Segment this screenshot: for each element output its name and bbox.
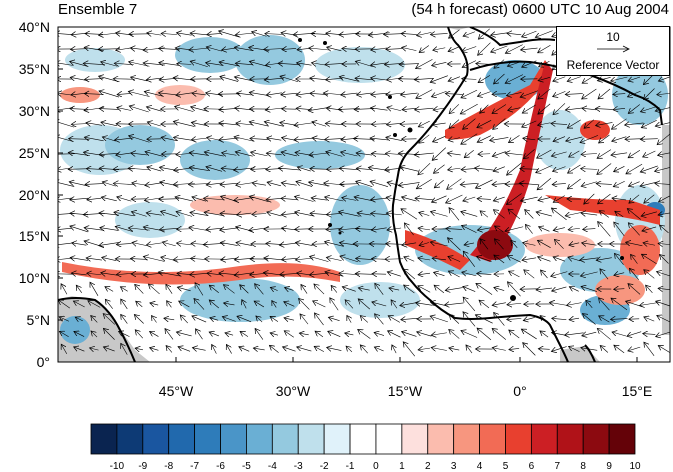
lat-label: 20°N bbox=[0, 187, 50, 203]
colorbar-swatch bbox=[117, 424, 143, 454]
lat-label: 0° bbox=[0, 354, 50, 370]
lon-label: 15°W bbox=[375, 383, 435, 399]
colorbar-swatch bbox=[169, 424, 195, 454]
colorbar-tick-label: 10 bbox=[620, 461, 650, 472]
lon-label: 30°W bbox=[263, 383, 323, 399]
colorbar-swatch bbox=[221, 424, 247, 454]
colorbar-swatch bbox=[583, 424, 609, 454]
lon-label: 15°E bbox=[607, 383, 667, 399]
colorbar-swatch bbox=[376, 424, 402, 454]
lat-label: 5°N bbox=[0, 312, 50, 328]
lon-label: 45°W bbox=[146, 383, 206, 399]
colorbar-swatch bbox=[480, 424, 506, 454]
reference-vector-legend: 10 Reference Vector bbox=[556, 26, 670, 76]
reference-vector-label: Reference Vector bbox=[557, 58, 669, 72]
colorbar bbox=[91, 424, 635, 454]
colorbar-swatch bbox=[272, 424, 298, 454]
colorbar-swatch bbox=[143, 424, 169, 454]
lat-label: 35°N bbox=[0, 61, 50, 77]
lat-label: 40°N bbox=[0, 19, 50, 35]
lat-label: 25°N bbox=[0, 145, 50, 161]
lat-label: 15°N bbox=[0, 228, 50, 244]
colorbar-swatch bbox=[195, 424, 221, 454]
colorbar-swatch bbox=[402, 424, 428, 454]
colorbar-swatch bbox=[454, 424, 480, 454]
colorbar-swatch bbox=[246, 424, 272, 454]
colorbar-swatch bbox=[557, 424, 583, 454]
lat-label: 10°N bbox=[0, 270, 50, 286]
lat-label: 30°N bbox=[0, 103, 50, 119]
lon-label: 0° bbox=[490, 383, 550, 399]
colorbar-swatch bbox=[505, 424, 531, 454]
colorbar-swatch bbox=[531, 424, 557, 454]
colorbar-swatch bbox=[298, 424, 324, 454]
colorbar-swatch bbox=[324, 424, 350, 454]
colorbar-swatch bbox=[350, 424, 376, 454]
colorbar-swatch bbox=[428, 424, 454, 454]
colorbar-swatch bbox=[91, 424, 117, 454]
colorbar-swatch bbox=[609, 424, 635, 454]
